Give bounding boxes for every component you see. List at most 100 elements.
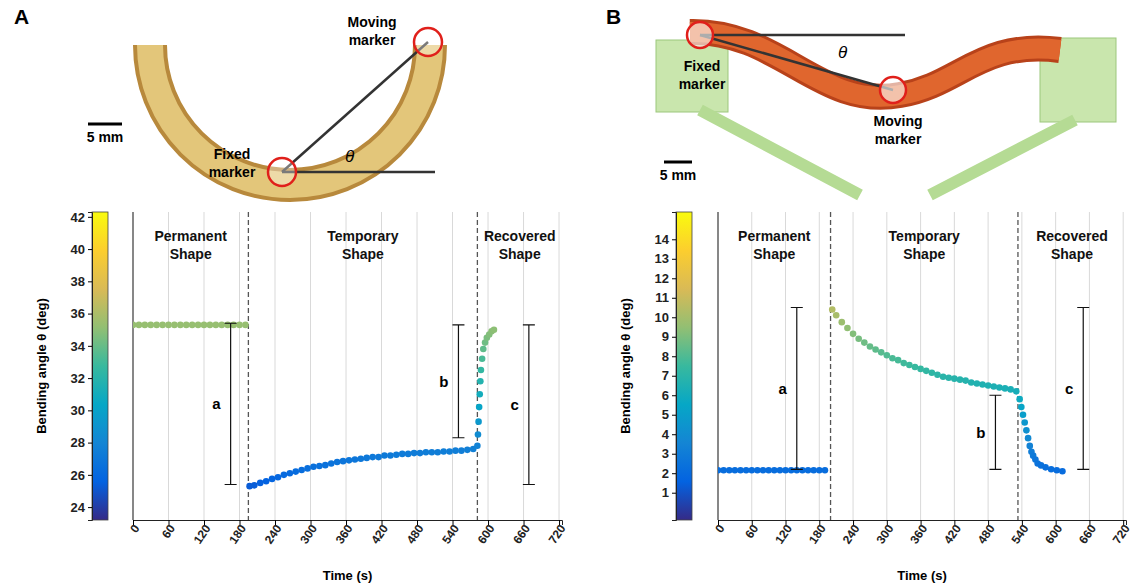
figure: θMovingmarkerFixedmarker5 mmA06012018024… (0, 0, 1140, 586)
y-axis-title: Bending angle θ (deg) (618, 298, 633, 434)
x-tick-label: 660 (1076, 522, 1099, 547)
y-tick-label: 28 (71, 435, 85, 450)
y-tick-label: 12 (655, 271, 669, 286)
data-point (171, 322, 178, 329)
data-point (855, 335, 862, 342)
text-line: marker (679, 76, 726, 92)
x-tick: 540 (439, 520, 462, 546)
data-point (777, 467, 784, 474)
y-tick: 1 (662, 485, 676, 500)
data-point (957, 376, 964, 383)
data-point (479, 355, 486, 362)
photo-strip (690, 32, 1060, 97)
phase-label: TemporaryShape (889, 228, 961, 262)
bracket-label: a (212, 395, 221, 412)
y-tick-mark (88, 378, 92, 379)
x-axis-line (719, 521, 1127, 526)
data-point (183, 322, 190, 329)
y-tick-label: 8 (662, 349, 669, 364)
data-point (839, 319, 846, 326)
text-line: Moving (874, 113, 923, 129)
x-axis-line (134, 521, 563, 526)
phase-label: Temporary Shape (327, 228, 399, 262)
data-point (251, 482, 258, 489)
x-tick-label: 480 (975, 522, 998, 547)
plot-left-line (133, 212, 134, 520)
data-point (850, 331, 857, 338)
data-point (298, 467, 305, 474)
x-tick-label: 0 (127, 522, 142, 536)
data-point (480, 346, 487, 353)
x-tick: 720 (546, 520, 569, 546)
x-tick: 480 (404, 520, 427, 546)
x-tick-label: 600 (475, 522, 498, 547)
x-tick: 660 (1076, 520, 1099, 546)
y-axis-line (88, 213, 93, 521)
phase-divider (1017, 212, 1018, 520)
data-point (884, 352, 891, 359)
data-point (1013, 388, 1020, 395)
y-tick-label: 5 (662, 407, 669, 422)
data-point (1059, 468, 1066, 475)
text-line: Recovered (484, 228, 556, 244)
data-point (816, 467, 823, 474)
y-tick: 34 (71, 339, 92, 354)
data-point (732, 467, 739, 474)
data-point (895, 357, 902, 364)
scale-label: 5 mm (87, 129, 124, 145)
text-line: marker (209, 164, 256, 180)
data-point (737, 467, 744, 474)
data-point (242, 322, 249, 329)
x-tick-label: 300 (873, 522, 896, 547)
text-line: Moving (348, 14, 397, 30)
text-line: Temporary (327, 228, 399, 244)
y-axis-line (672, 213, 677, 521)
x-tick-label: 720 (546, 522, 569, 547)
data-point (263, 478, 270, 485)
y-tick: 6 (662, 388, 676, 403)
y-tick-label: 13 (655, 251, 669, 266)
grid-line (239, 212, 240, 520)
phase-divider (477, 212, 478, 520)
x-tick: 180 (806, 520, 829, 546)
x-axis-title: Time (s) (323, 568, 373, 583)
data-point (1023, 427, 1030, 434)
x-tick-label: 360 (333, 522, 356, 547)
data-point (1016, 396, 1023, 403)
y-tick: 11 (655, 290, 676, 305)
data-point (387, 452, 394, 459)
data-point (900, 360, 907, 367)
phase-label: RecoveredShape (484, 228, 556, 262)
marker-circle (268, 158, 296, 186)
data-point (917, 366, 924, 373)
y-tick-mark (672, 454, 676, 455)
data-point (754, 467, 761, 474)
data-point (1048, 466, 1055, 473)
data-point (1026, 443, 1033, 450)
y-tick-mark (672, 356, 676, 357)
photo-strip-edge (150, 45, 430, 185)
y-tick-mark (88, 410, 92, 411)
data-point (951, 375, 958, 382)
chart-root: θMovingmarkerFixedmarker5 mmA06012018024… (0, 0, 1140, 586)
y-tick: 36 (71, 306, 92, 321)
data-point (452, 447, 459, 454)
y-tick: 5 (662, 407, 676, 422)
x-axis: 060120180240300360420480540600660720 (712, 520, 1133, 546)
data-point (358, 455, 365, 462)
panel-letter: B (606, 5, 621, 28)
bracket-label: c (1065, 380, 1073, 397)
panel-letter: A (14, 5, 29, 28)
data-point (1021, 419, 1028, 426)
text-line: Shape (342, 246, 384, 262)
y-axis: 24262830323436384042 (71, 209, 93, 520)
y-tick: 14 (655, 232, 676, 247)
colorbar (92, 212, 108, 520)
y-tick-mark (672, 415, 676, 416)
data-point (446, 448, 453, 455)
y-tick-label: 40 (71, 242, 85, 257)
grid-line (559, 212, 560, 520)
x-tick-label: 0 (712, 522, 727, 536)
text-line: Temporary (889, 228, 961, 244)
data-point (829, 306, 836, 313)
